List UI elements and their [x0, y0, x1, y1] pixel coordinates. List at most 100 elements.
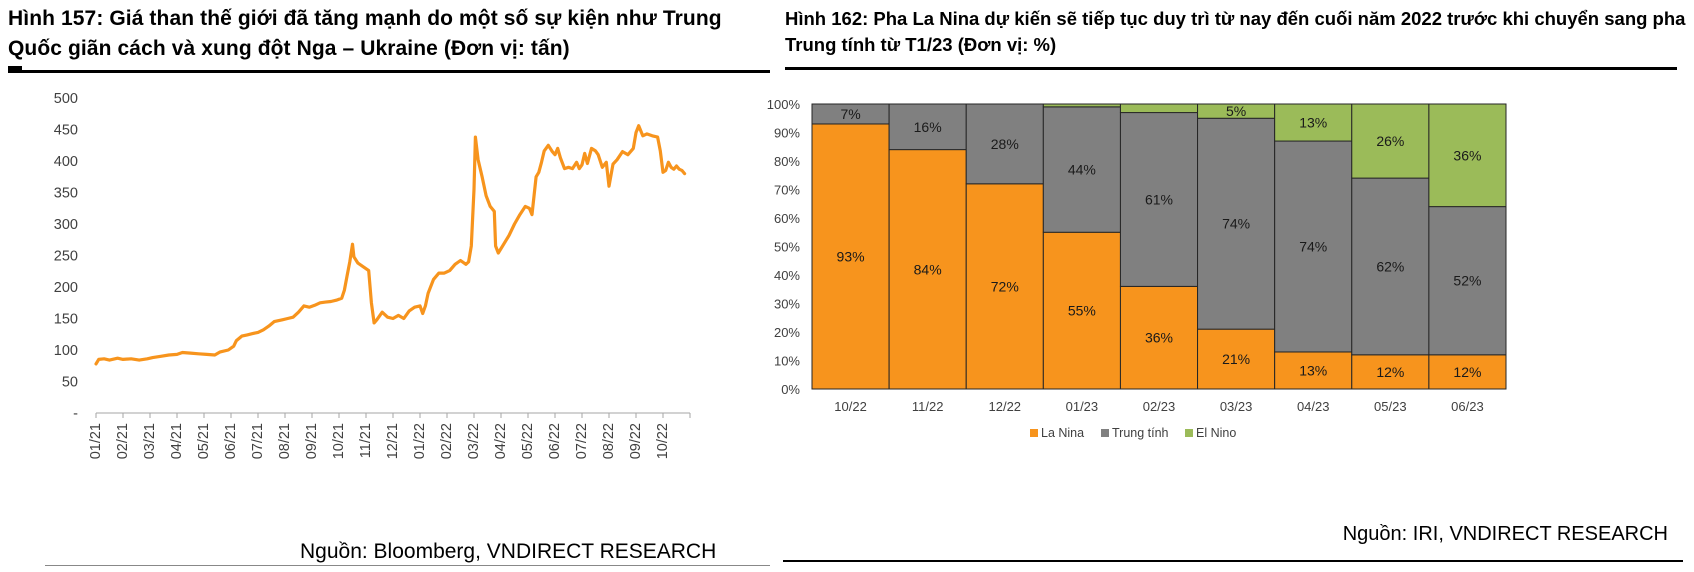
y-tick-label: 100% — [767, 97, 801, 112]
x-tick-label: 12/21 — [385, 423, 401, 459]
y-tick-label: 400 — [54, 154, 78, 170]
x-category-label: 06/23 — [1451, 399, 1484, 414]
bar-segment-trung-tính — [1119, 112, 1199, 287]
legend-label: Trung tính — [1112, 426, 1169, 440]
x-tick-label: 07/21 — [250, 423, 266, 459]
bar-value-label: 28% — [991, 136, 1019, 152]
bar-segment-el-nino — [1351, 103, 1430, 179]
left-title-rule-accent — [8, 66, 22, 70]
x-tick-label: 06/21 — [223, 423, 239, 459]
bar-value-label: 52% — [1453, 273, 1481, 289]
bar-segment-el-nino — [1119, 103, 1199, 114]
legend-label: El Nino — [1196, 426, 1236, 440]
y-tick-label: 30% — [774, 297, 800, 312]
bar-segment-trung-tính — [1197, 117, 1276, 330]
bar-segment-la-nina — [1119, 285, 1199, 390]
bar-value-label: 55% — [1068, 303, 1096, 319]
y-tick-label: 40% — [774, 268, 800, 283]
y-tick-label: 50 — [62, 375, 78, 391]
x-tick-label: 05/21 — [196, 423, 212, 459]
right-title-rule — [785, 67, 1677, 70]
bar-value-label: 61% — [1145, 191, 1173, 207]
bar-value-label: 26% — [1376, 133, 1404, 149]
x-tick-label: 02/21 — [115, 423, 131, 459]
x-tick-label: 10/21 — [331, 423, 347, 459]
x-category-label: 12/22 — [989, 399, 1022, 414]
x-tick-label: 08/22 — [601, 423, 617, 459]
bar-value-label: 74% — [1299, 239, 1327, 255]
legend-swatch-la-nina — [1030, 429, 1038, 437]
bar-value-label: 7% — [840, 106, 860, 122]
y-tick-label: - — [73, 406, 78, 422]
y-tick-label: 500 — [54, 91, 78, 107]
bar-value-label: 12% — [1376, 364, 1404, 380]
x-tick-label: 11/21 — [358, 423, 374, 458]
right-figure-title: Hình 162: Pha La Nina dự kiến sẽ tiếp tụ… — [785, 8, 1686, 55]
x-tick-label: 06/22 — [547, 423, 563, 459]
bar-value-label: 12% — [1453, 364, 1481, 380]
bar-value-label: 44% — [1068, 162, 1096, 178]
y-tick-label: 100 — [54, 343, 78, 359]
bar-value-label: 74% — [1222, 216, 1250, 232]
bar-segment-trung-tính — [965, 103, 1044, 185]
bar-segment-la-nina — [811, 123, 890, 390]
x-tick-label: 07/22 — [574, 423, 590, 459]
y-tick-label: 250 — [54, 249, 78, 265]
enso-stacked-bar-chart: 0% 10% 20% 30% 40% 50% 60% 70% 80% 90% 100% 93% 7% 10… — [767, 97, 1507, 440]
x-tick-label: 09/21 — [304, 423, 320, 459]
bar-value-label: 84% — [914, 261, 942, 277]
bar-value-label: 93% — [837, 248, 865, 264]
x-tick-label: 04/21 — [169, 423, 185, 459]
x-category-label: 01/23 — [1066, 399, 1099, 414]
legend-swatch-el-nino — [1185, 429, 1193, 437]
bar-value-label: 72% — [991, 278, 1019, 294]
x-category-label: 04/23 — [1297, 399, 1330, 414]
coal-price-line — [94, 124, 687, 366]
bar-value-label: 36% — [1145, 330, 1173, 346]
y-tick-label: 10% — [774, 354, 800, 369]
bar-segment-el-nino — [1042, 103, 1121, 108]
bar-segment-trung-tính — [1042, 106, 1121, 233]
x-category-label: 02/23 — [1143, 399, 1176, 414]
x-tick-label: 04/22 — [493, 423, 509, 459]
x-tick-label: 01/22 — [412, 423, 428, 459]
bar-value-label: 16% — [914, 119, 942, 135]
bar-segment-la-nina — [965, 183, 1044, 390]
y-tick-label: 50% — [774, 240, 800, 255]
y-tick-label: 90% — [774, 126, 800, 141]
bar-segment-la-nina — [888, 149, 967, 390]
bar-segment-trung-tính — [1351, 177, 1430, 356]
x-category-label: 05/23 — [1374, 399, 1407, 414]
y-tick-label: 80% — [774, 154, 800, 169]
y-tick-label: 300 — [54, 217, 78, 233]
bar-value-label: 13% — [1299, 115, 1327, 131]
bar-segment-la-nina — [1197, 328, 1276, 390]
bar-value-label: 36% — [1453, 147, 1481, 163]
bar-value-label: 13% — [1299, 362, 1327, 378]
x-tick-label: 03/22 — [466, 423, 482, 459]
right-source-note: Nguồn: IRI, VNDIRECT RESEARCH — [1342, 523, 1668, 545]
y-tick-label: 60% — [774, 211, 800, 226]
left-source-note: Nguồn: Bloomberg, VNDIRECT RESEARCH — [300, 540, 717, 563]
x-tick-label: 05/22 — [520, 423, 536, 459]
left-title-rule — [8, 70, 770, 73]
x-category-label: 03/23 — [1220, 399, 1253, 414]
bar-segment-trung-tính — [1274, 140, 1353, 353]
x-tick-label: 02/22 — [439, 423, 455, 459]
x-tick-label: 03/21 — [142, 423, 158, 459]
coal-price-line-chart: - 50 100 150 200 250 300 350 400 450 500 01/21 02/21… — [54, 91, 691, 459]
y-tick-label: 450 — [54, 123, 78, 139]
y-tick-label: 350 — [54, 186, 78, 202]
bar-segment-la-nina — [1428, 354, 1507, 390]
y-tick-label: 0% — [781, 382, 800, 397]
legend-label: La Nina — [1041, 426, 1084, 440]
x-category-label: 10/22 — [834, 399, 867, 414]
left-figure-title: Hình 157: Giá than thế giới đã tăng mạnh… — [8, 7, 722, 60]
right-figure-panel: Hình 162: Pha La Nina dự kiến sẽ tiếp tụ… — [767, 0, 1694, 572]
left-figure-panel: Hình 157: Giá than thế giới đã tăng mạnh… — [0, 0, 775, 572]
x-tick-label: 10/22 — [655, 423, 671, 459]
bar-segment-el-nino — [1428, 103, 1507, 208]
y-tick-label: 70% — [774, 183, 800, 198]
bar-segment-el-nino — [1274, 103, 1353, 142]
bar-value-label: 21% — [1222, 351, 1250, 367]
